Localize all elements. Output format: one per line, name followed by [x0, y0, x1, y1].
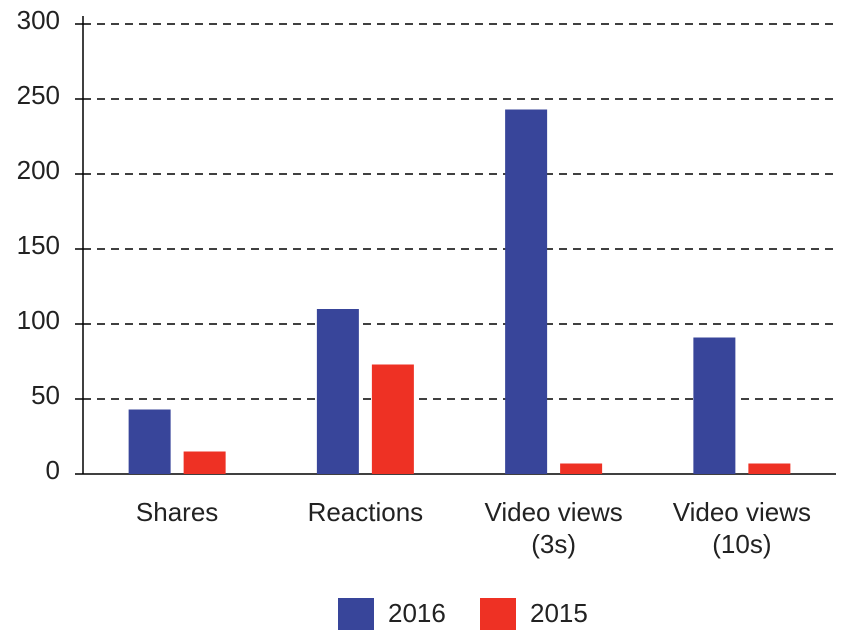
y-tick-label: 300: [17, 5, 60, 35]
bar: [560, 463, 603, 474]
y-tick-label: 250: [17, 80, 60, 110]
bar: [693, 337, 736, 474]
y-tick-label: 0: [46, 455, 60, 485]
x-tick-label: Shares: [135, 497, 219, 527]
bar: [505, 109, 548, 474]
legend-swatch: [480, 598, 516, 630]
x-tick-label: Reactions: [307, 497, 424, 527]
y-tick-label: 100: [17, 305, 60, 335]
bar: [128, 409, 171, 474]
bar: [183, 451, 226, 474]
x-tick-label: Video views (10s): [672, 497, 811, 559]
y-tick-label: 200: [17, 155, 60, 185]
y-tick-label: 150: [17, 230, 60, 260]
legend-label: 2016: [388, 598, 446, 628]
bar: [748, 463, 791, 474]
legend-label: 2015: [530, 598, 588, 628]
bar: [316, 309, 359, 474]
legend-swatch: [338, 598, 374, 630]
y-tick-label: 50: [31, 380, 60, 410]
bar: [371, 364, 414, 474]
x-tick-label: Video views (3s): [484, 497, 623, 559]
